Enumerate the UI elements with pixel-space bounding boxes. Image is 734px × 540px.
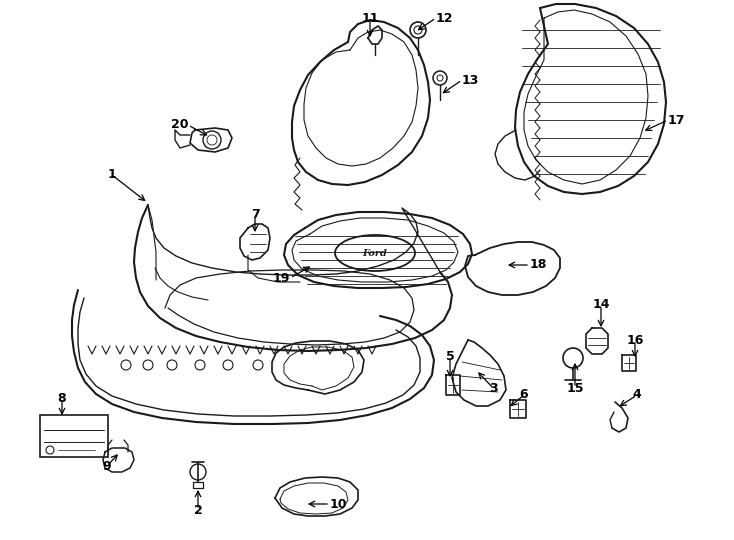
Text: 19: 19: [272, 272, 290, 285]
Text: 6: 6: [520, 388, 528, 402]
Text: 16: 16: [626, 334, 644, 347]
Text: 7: 7: [250, 208, 259, 221]
Text: 18: 18: [530, 259, 548, 272]
Text: 8: 8: [58, 392, 66, 404]
Text: 12: 12: [436, 11, 454, 24]
Text: 14: 14: [592, 299, 610, 312]
Text: 2: 2: [194, 503, 203, 516]
Text: 1: 1: [108, 168, 117, 181]
Text: 13: 13: [462, 73, 479, 86]
Text: 3: 3: [490, 382, 498, 395]
Text: 4: 4: [633, 388, 642, 402]
Text: 9: 9: [103, 460, 112, 472]
Text: 10: 10: [330, 497, 347, 510]
Text: 11: 11: [361, 11, 379, 24]
Text: 5: 5: [446, 350, 454, 363]
Text: Ford: Ford: [363, 249, 388, 259]
Text: 17: 17: [668, 113, 686, 126]
Text: 15: 15: [566, 381, 584, 395]
Text: 20: 20: [170, 118, 188, 132]
